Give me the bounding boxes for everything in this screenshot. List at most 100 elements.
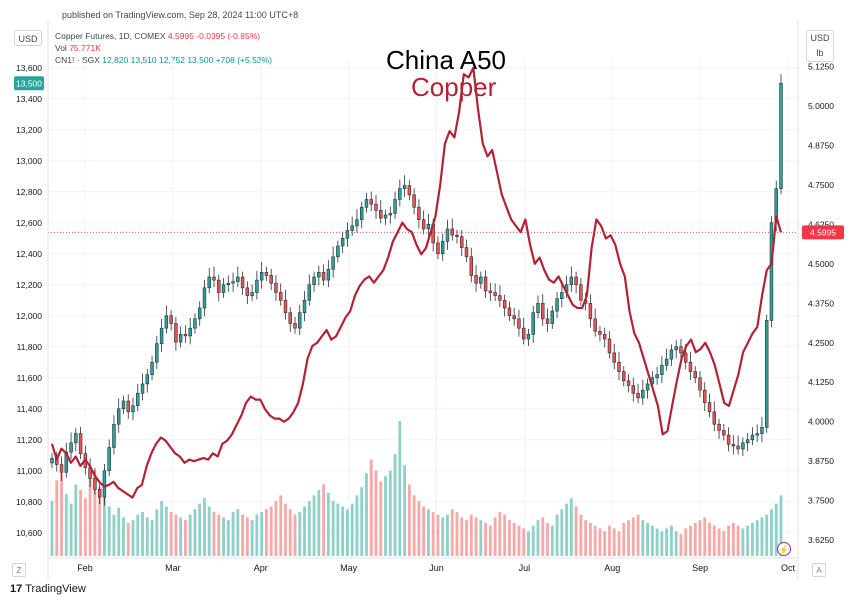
candle-body — [240, 276, 245, 289]
candle-body — [550, 310, 555, 324]
candle-body — [736, 445, 740, 450]
legend-vol-row: Vol 75.771K — [55, 43, 101, 53]
volume-bar — [565, 503, 569, 556]
x-tick-label: Apr — [254, 563, 268, 573]
candle-body — [712, 411, 717, 425]
right-currency-button[interactable]: USD lb — [806, 30, 834, 62]
candle-body — [278, 292, 283, 301]
right-currency-label: USD — [810, 33, 830, 43]
candle-body — [383, 214, 388, 219]
grid-lines — [48, 60, 798, 556]
left-tick-label: 12,800 — [16, 187, 42, 197]
volume-bar — [541, 517, 545, 556]
candle-body — [374, 203, 378, 211]
candle-body — [274, 282, 278, 293]
candle-body — [288, 312, 292, 324]
candle-body — [626, 380, 631, 386]
volume-bar — [755, 520, 759, 556]
volume-bar — [779, 495, 783, 556]
candle-body — [116, 408, 121, 425]
volume-bar — [131, 520, 135, 556]
candle-body — [93, 478, 97, 490]
volume-bar — [693, 522, 697, 556]
right-tick-label: 4.5000 — [808, 259, 834, 269]
zoom-z-button[interactable]: Z — [12, 563, 26, 577]
right-tick-label: 3.6250 — [808, 535, 834, 545]
volume-bar — [674, 531, 678, 556]
candle-body — [379, 210, 383, 219]
volume-bar — [517, 525, 521, 556]
candle-body — [321, 272, 326, 281]
candle-body — [660, 365, 664, 375]
volume-bar — [88, 476, 92, 556]
candle-body — [507, 307, 512, 317]
volume-bar — [112, 514, 116, 556]
volume-bar — [107, 506, 111, 556]
x-tick-label: Oct — [781, 563, 796, 573]
candle-body — [174, 323, 178, 343]
left-tick-label: 10,600 — [16, 528, 42, 538]
candle-body — [426, 224, 431, 230]
volume-bar — [684, 528, 688, 556]
published-caption: published on TradingView.com, Sep 28, 20… — [62, 10, 299, 20]
candle-body — [502, 299, 507, 309]
volume-bar — [574, 506, 578, 556]
candle-body — [264, 272, 269, 276]
candle-body — [169, 315, 173, 324]
candle-body — [560, 292, 564, 299]
candle-body — [364, 199, 369, 208]
left-tick-label: 12,400 — [16, 249, 42, 259]
volume-bar — [679, 533, 683, 556]
candle-body — [445, 228, 450, 242]
candle-body — [112, 423, 116, 448]
volume-bars — [50, 421, 783, 556]
candle-body — [421, 219, 426, 230]
volume-bar — [431, 511, 435, 556]
volume-bar — [279, 495, 283, 556]
candle-body — [455, 234, 459, 237]
left-tick-label: 11,400 — [17, 404, 43, 414]
candle-body — [412, 194, 416, 208]
left-currency-button[interactable]: USD — [14, 30, 42, 46]
right-price-label: 4.5995 — [810, 227, 836, 237]
auto-scale-button[interactable]: A — [812, 563, 826, 577]
flash-icon[interactable]: ⚡ — [777, 542, 791, 556]
volume-bar — [646, 522, 650, 556]
right-tick-label: 4.2500 — [808, 338, 834, 348]
candle-body — [121, 400, 126, 410]
volume-bar — [641, 520, 645, 556]
candle-body — [259, 272, 264, 281]
volume-bar — [636, 514, 640, 556]
annotation-china-a50: China A50 — [386, 45, 506, 75]
candle-body — [717, 423, 721, 431]
candle-body — [312, 276, 316, 286]
volume-bar — [231, 511, 235, 556]
candle-body — [512, 315, 516, 320]
volume-bar — [665, 528, 669, 556]
candle-body — [355, 219, 359, 227]
volume-bar — [388, 470, 392, 556]
candle-body — [726, 434, 731, 445]
volume-bar — [736, 525, 740, 556]
volume-bar — [203, 498, 206, 556]
volume-bar — [312, 495, 316, 556]
volume-bar — [245, 517, 249, 556]
candle-body — [569, 276, 574, 286]
x-tick-label: Mar — [165, 563, 181, 573]
candle-body — [417, 206, 421, 220]
candle-body — [231, 281, 235, 284]
right-tick-label: 3.7500 — [808, 496, 834, 506]
candle-body — [655, 374, 659, 379]
candle-body — [269, 275, 273, 284]
volume-bar — [770, 509, 773, 556]
volume-bar — [384, 476, 387, 556]
volume-bar — [593, 525, 597, 556]
volume-bar — [655, 528, 659, 556]
volume-bar — [102, 495, 106, 556]
volume-bar — [527, 531, 530, 556]
candle-body — [217, 279, 221, 293]
volume-bar — [50, 500, 54, 556]
annotation-copper: Copper — [411, 72, 497, 102]
volume-bar — [217, 514, 221, 556]
